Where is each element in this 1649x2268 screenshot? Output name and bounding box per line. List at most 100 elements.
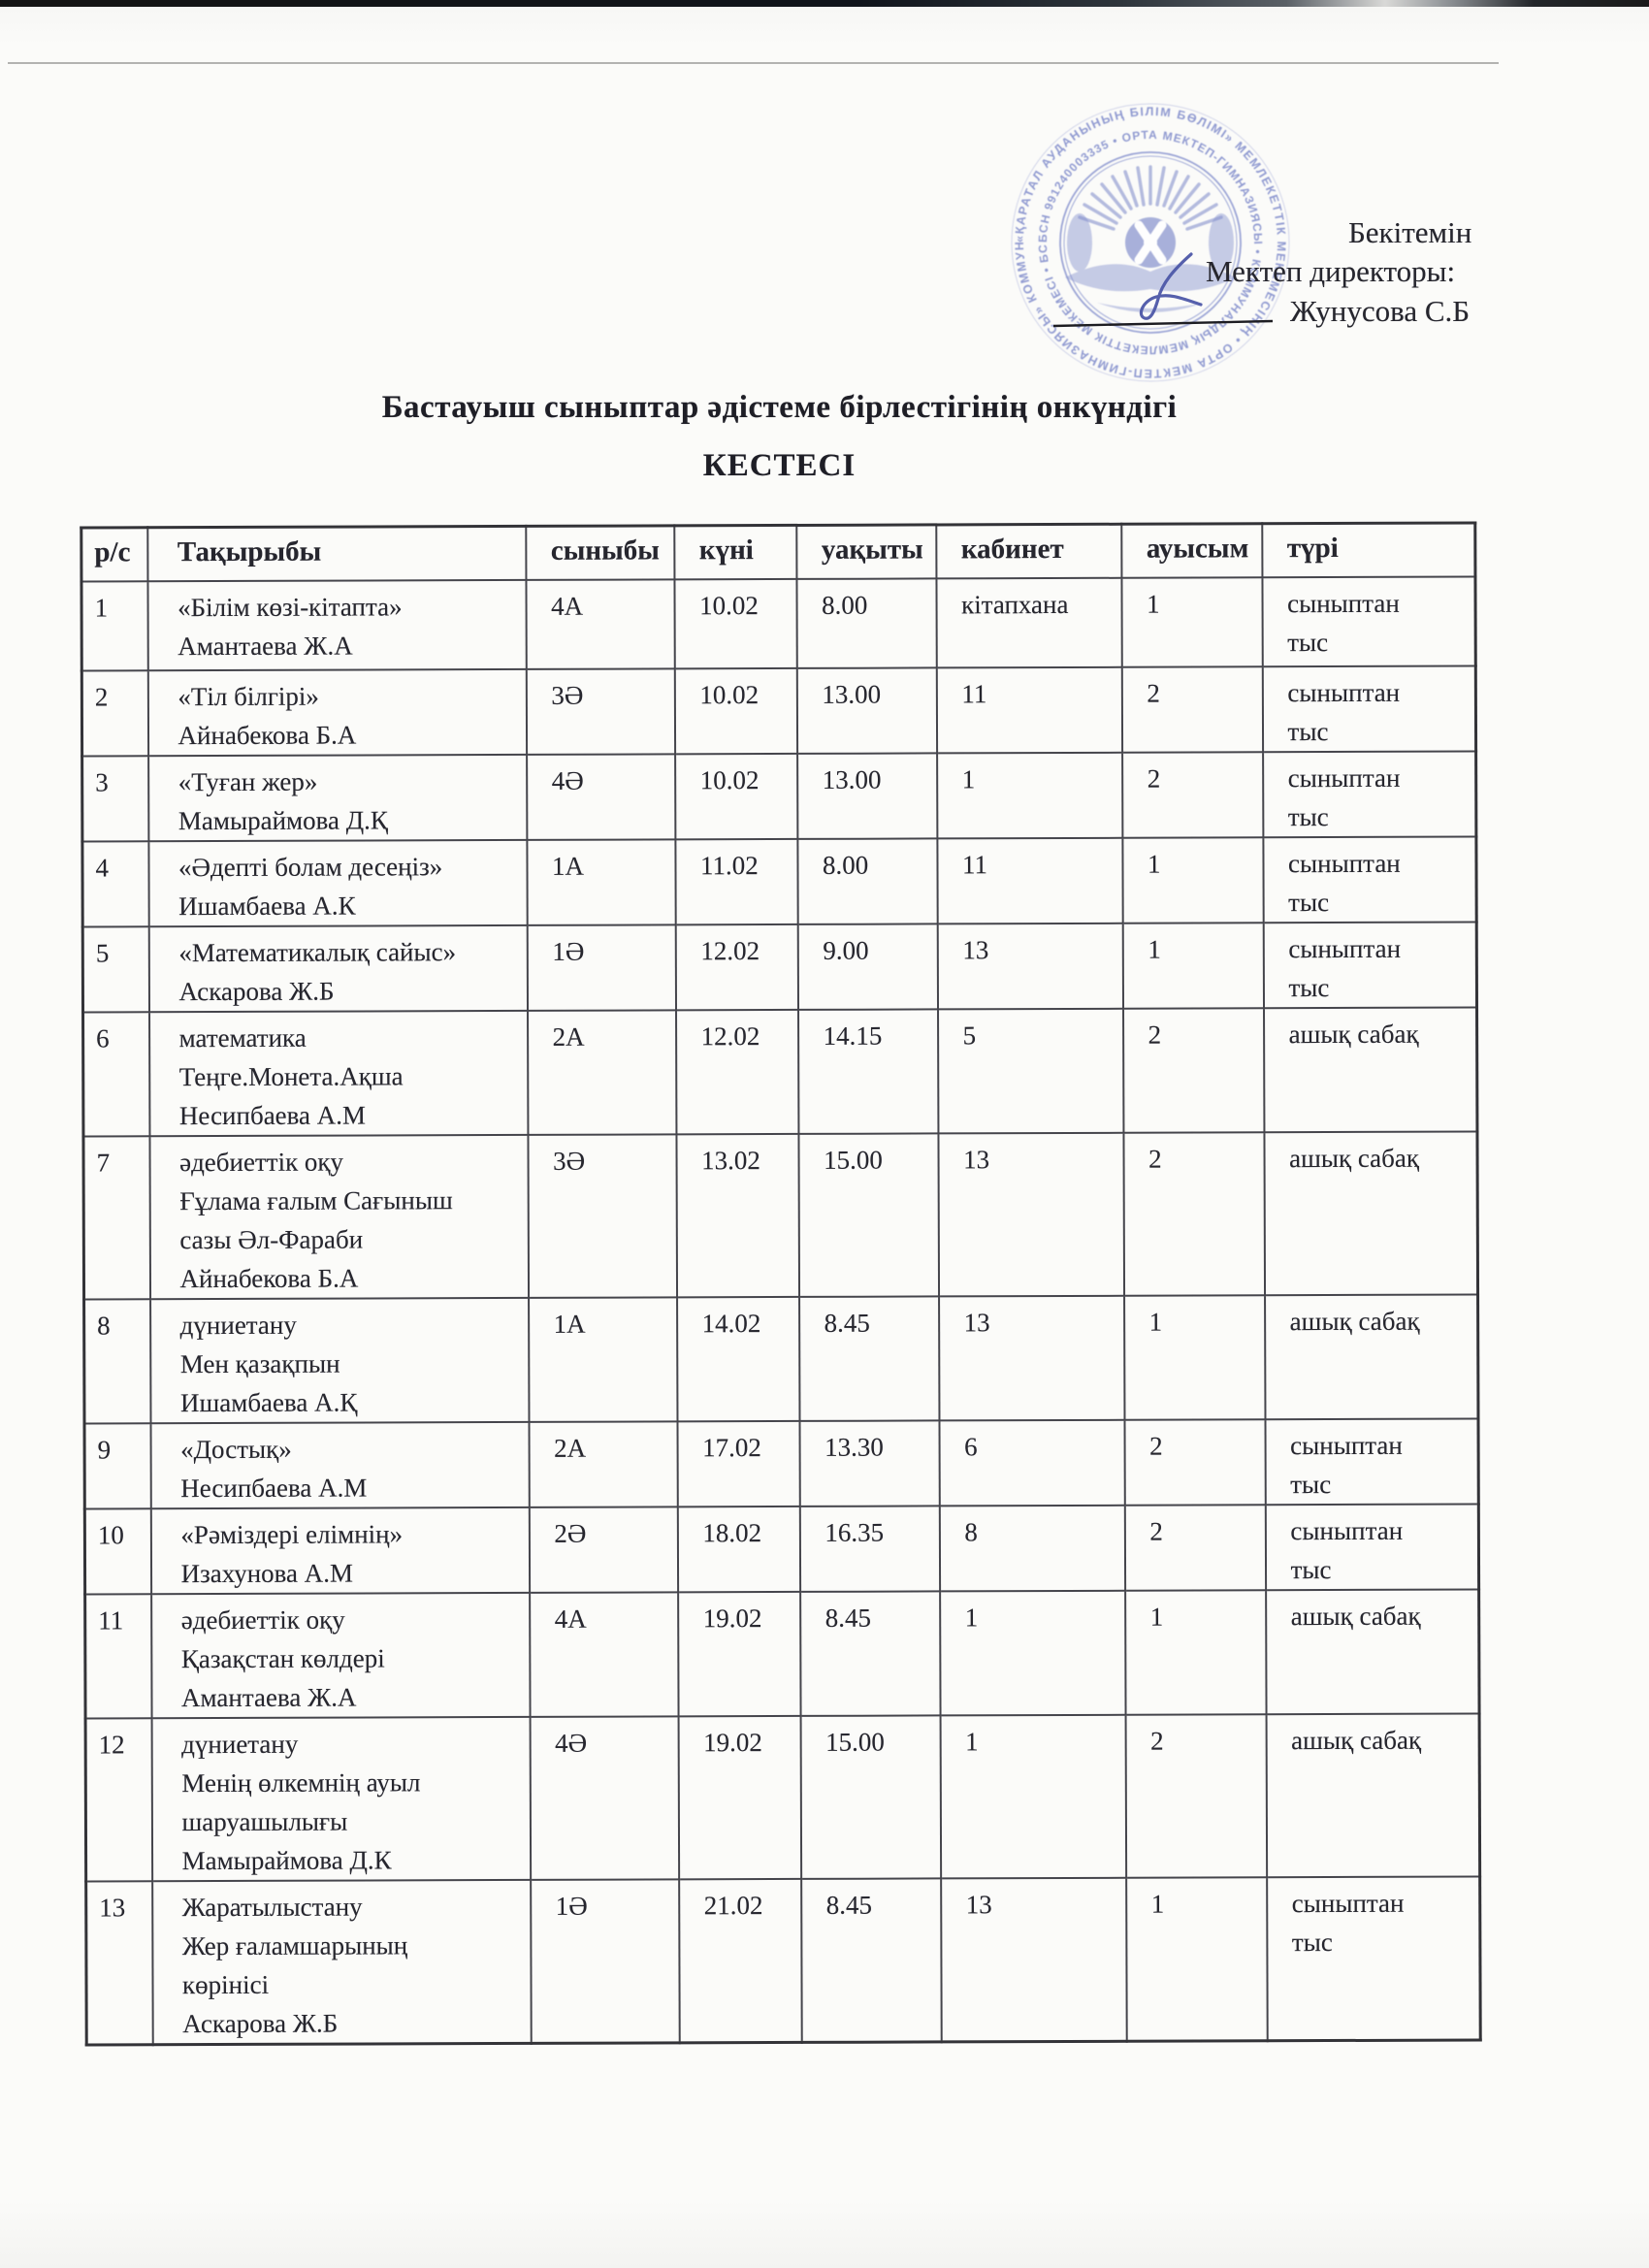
cell-date: 12.02: [675, 923, 798, 1010]
cell-class: 1А: [526, 838, 676, 925]
approval-director-name: Жунусова С.Б: [1290, 294, 1471, 328]
cell-room: 8: [939, 1505, 1125, 1591]
cell-time: 9.00: [797, 923, 938, 1010]
cell-time: 8.45: [800, 1877, 942, 2042]
cell-topic: «Туған жер» Мамыраймова Д.Қ: [147, 754, 527, 841]
cell-time: 8.00: [795, 577, 937, 668]
table-row: 12 дүниетану Менің өлкемнің ауыл шаруашы…: [85, 1712, 1480, 1882]
cell-type: сыныптан тыс: [1263, 921, 1477, 1008]
table-row: 11 әдебиеттік оқу Қазақстан көлдері Аман…: [84, 1588, 1480, 1719]
top-rule-line: [8, 62, 1499, 64]
cell-num: 5: [82, 925, 149, 1013]
cell-topic: дүниетану Мен қазақпын Ишамбаева А.Қ: [149, 1297, 529, 1423]
cell-topic: математика Теңге.Монета.Ақша Несипбаева …: [148, 1010, 528, 1136]
cell-class: 2А: [528, 1420, 678, 1507]
cell-num: 7: [82, 1135, 150, 1300]
cell-topic: «Тіл білгірі» Айнабекова Б.А: [147, 668, 527, 756]
cell-num: 10: [84, 1507, 151, 1595]
cell-num: 6: [82, 1011, 149, 1137]
cell-shift: 2: [1122, 1131, 1265, 1296]
cell-topic: «Білім көзі-кітапта» Амантаева Ж.А: [146, 579, 527, 670]
cell-shift: 2: [1121, 751, 1263, 838]
cell-topic: «Әдепті болам десеңіз» Ишамбаева А.К: [147, 839, 528, 926]
table-row: 4 «Әдепті болам десеңіз» Ишамбаева А.К 1…: [81, 835, 1477, 927]
cell-type: ашық сабақ: [1263, 1130, 1478, 1295]
cell-shift: 1: [1121, 836, 1264, 923]
cell-topic: дүниетану Менің өлкемнің ауыл шаруашылығ…: [151, 1716, 531, 1881]
cell-type: сыныптан тыс: [1265, 1503, 1479, 1590]
cell-room: 11: [936, 666, 1122, 753]
cell-class: 1А: [528, 1296, 677, 1422]
cell-date: 13.02: [675, 1133, 799, 1297]
cell-class: 2А: [527, 1009, 676, 1135]
col-header-time: уақыты: [795, 524, 936, 579]
cell-date: 19.02: [678, 1715, 801, 1879]
cell-date: 14.02: [676, 1296, 799, 1421]
cell-class: 4А: [525, 578, 675, 669]
cell-shift: 1: [1122, 922, 1264, 1009]
col-header-class: сыныбы: [525, 525, 674, 580]
cell-type: сыныптан тыс: [1262, 750, 1476, 837]
cell-room: 13: [937, 923, 1123, 1009]
cell-type: ашық сабақ: [1264, 1293, 1478, 1419]
cell-room: 13: [940, 1877, 1127, 2042]
cell-num: 4: [81, 840, 149, 927]
cell-num: 12: [85, 1717, 152, 1882]
cell-date: 11.02: [674, 838, 798, 924]
cell-type: ашық сабақ: [1263, 1006, 1477, 1132]
table-row: 5 «Математикалық сайыс» Аскарова Ж.Б 1Ә …: [82, 921, 1477, 1013]
cell-topic: әдебиеттік оқу Ғұлама ғалым Сағыныш сазы…: [148, 1134, 529, 1299]
cell-num: 9: [83, 1422, 151, 1509]
cell-date: 21.02: [678, 1878, 802, 2043]
cell-shift: 1: [1120, 576, 1263, 667]
cell-date: 12.02: [675, 1009, 798, 1134]
emblem-shanyrak: [1125, 217, 1176, 268]
cell-type: ашық сабақ: [1265, 1588, 1480, 1714]
cell-topic: «Достық» Несипбаева А.М: [149, 1421, 530, 1508]
scan-edge-artifact: [0, 0, 1649, 7]
cell-topic: әдебиеттік оқу Қазақстан көлдері Амантае…: [150, 1592, 531, 1718]
cell-type: ашық сабақ: [1266, 1712, 1480, 1877]
cell-shift: 2: [1122, 1007, 1264, 1133]
table-row: 3 «Туған жер» Мамыраймова Д.Қ 4Ә 10.02 1…: [81, 750, 1476, 842]
col-header-date: күні: [673, 525, 796, 579]
cell-date: 10.02: [674, 753, 797, 839]
cell-room: кітапхана: [935, 577, 1122, 667]
cell-date: 19.02: [677, 1591, 801, 1716]
cell-time: 8.00: [796, 837, 938, 924]
cell-time: 8.45: [799, 1590, 941, 1716]
cell-time: 15.00: [797, 1132, 939, 1297]
cell-num: 8: [83, 1298, 150, 1424]
cell-time: 8.45: [798, 1295, 939, 1421]
cell-class: 2Ә: [529, 1506, 678, 1593]
cell-class: 3Ә: [526, 667, 675, 755]
cell-topic: «Математикалық сайыс» Аскарова Ж.Б: [148, 924, 528, 1012]
cell-time: 15.00: [800, 1714, 941, 1879]
cell-shift: 1: [1124, 1589, 1267, 1715]
director-signature: [1052, 252, 1274, 328]
cell-shift: 2: [1123, 1418, 1266, 1506]
cell-time: 13.00: [796, 752, 937, 839]
cell-shift: 1: [1125, 1876, 1268, 2041]
cell-type: сыныптан тыс: [1264, 1417, 1479, 1505]
cell-date: 17.02: [676, 1420, 800, 1507]
cell-num: 13: [85, 1880, 153, 2045]
cell-type: сыныптан тыс: [1261, 575, 1476, 666]
cell-time: 13.30: [798, 1419, 940, 1507]
col-header-room: кабинет: [935, 524, 1121, 578]
table-row: 8 дүниетану Мен қазақпын Ишамбаева А.Қ 1…: [83, 1293, 1478, 1424]
school-round-stamp-icon: «ҚАРАТАЛ АУДАНЫНЫҢ БІЛІМ БӨЛІМІ» МЕМЛЕКЕ…: [1005, 97, 1290, 382]
cell-class: 1Ә: [530, 1878, 680, 2043]
cell-room: 1: [939, 1590, 1126, 1715]
emblem-wings: [1065, 213, 1236, 312]
table-row: 9 «Достық» Несипбаева А.М 2А 17.02 13.30…: [83, 1417, 1479, 1509]
cell-time: 16.35: [799, 1505, 940, 1592]
cell-room: 13: [937, 1132, 1124, 1296]
table-row: 2 «Тіл білгірі» Айнабекова Б.А 3Ә 10.02 …: [81, 664, 1476, 757]
cell-room: 6: [938, 1419, 1125, 1506]
table-row: 1 «Білім көзі-кітапта» Амантаева Ж.А 4А …: [81, 575, 1476, 671]
cell-room: 5: [937, 1008, 1123, 1133]
cell-type: сыныптан тыс: [1262, 835, 1477, 923]
approval-word: Бекітемін: [1348, 215, 1472, 249]
